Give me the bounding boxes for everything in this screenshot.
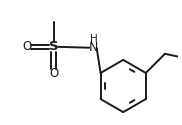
Text: O: O xyxy=(49,67,58,80)
Text: S: S xyxy=(49,40,58,53)
Text: H: H xyxy=(90,34,98,44)
Text: O: O xyxy=(22,40,31,53)
Text: N: N xyxy=(89,41,98,54)
